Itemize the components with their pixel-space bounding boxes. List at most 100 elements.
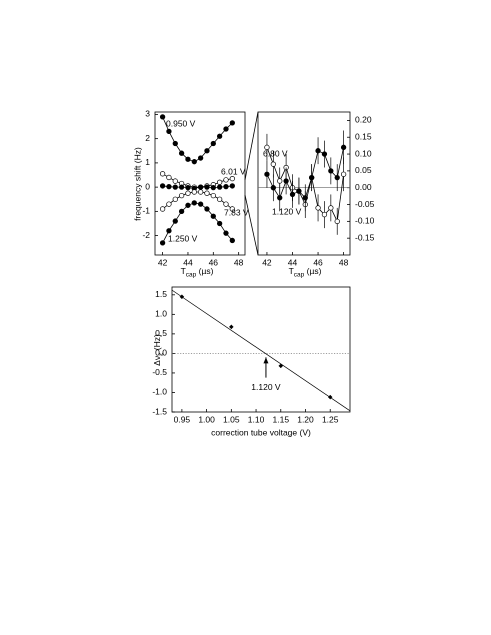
data-point: [159, 183, 166, 189]
data-point: [315, 148, 321, 154]
data-point: [197, 155, 204, 161]
x-tick-label: 46: [313, 257, 323, 267]
data-point: [172, 218, 178, 224]
data-point: [197, 201, 204, 207]
data-point: [315, 205, 321, 211]
plot-frame: [171, 286, 351, 413]
data-point: [327, 394, 333, 400]
data-point: [159, 114, 166, 120]
x-tick-label: 48: [339, 257, 349, 267]
data-point: [185, 190, 191, 196]
x-tick-label: 1.20: [297, 414, 314, 424]
data-point: [159, 240, 166, 246]
data-point: [216, 220, 223, 227]
axis-label-rest: (µs): [196, 266, 213, 276]
data-point: [270, 185, 276, 191]
data-point: [191, 200, 197, 206]
y-tick-label: 0.5: [155, 328, 167, 338]
series-label: 1.120 V: [272, 206, 302, 216]
data-point: [172, 196, 178, 202]
data-point: [166, 184, 172, 190]
y-tick-label: -0.15: [355, 232, 375, 242]
data-point: [172, 140, 178, 147]
data-point: [191, 189, 197, 195]
data-point: [328, 205, 334, 211]
zoom-connector: [244, 111, 259, 181]
x-tick-label: 1.05: [223, 414, 240, 424]
x-tick-label: 42: [262, 257, 272, 267]
y-tick-label: -0.10: [355, 216, 375, 226]
data-point: [229, 176, 235, 182]
y-tick-label: 0: [145, 181, 150, 191]
data-point: [296, 188, 302, 194]
y-tick-label: -1.5: [152, 406, 167, 416]
y-tick-label: 0.15: [355, 131, 372, 141]
data-point: [191, 159, 197, 165]
axis-label-main: T: [289, 266, 294, 276]
y-tick-label: 1.0: [155, 309, 167, 319]
plot-frame: [257, 111, 351, 256]
data-point: [216, 196, 223, 202]
y-tick-label: -1: [142, 206, 150, 216]
x-tick-label: 48: [234, 257, 244, 267]
zoom-connector: [244, 194, 259, 256]
y-tick-label: -0.05: [355, 199, 375, 209]
y-tick-label: 0.20: [355, 115, 372, 125]
data-point: [264, 171, 270, 177]
data-point: [178, 150, 185, 156]
x-tick-label: 46: [209, 257, 219, 267]
data-point: [166, 201, 172, 207]
data-point: [283, 178, 289, 184]
data-point: [185, 184, 191, 191]
data-point: [340, 144, 347, 150]
data-point: [340, 171, 347, 177]
data-point: [178, 192, 185, 199]
data-point: [223, 201, 229, 207]
x-tick-label: 0.95: [174, 414, 191, 424]
x-tick-label: 1.25: [322, 414, 339, 424]
series-label: 0.950 V: [166, 118, 196, 128]
series-label: 6.01 V: [221, 166, 246, 176]
data-point: [334, 174, 340, 181]
annotation-arrowhead: [263, 357, 269, 364]
y-tick-label: 1: [145, 157, 150, 167]
x-tick-label: 1.00: [198, 414, 215, 424]
data-point: [185, 202, 191, 208]
annotation: 1.120 V: [251, 382, 281, 392]
axis-label-sub: cap: [186, 271, 197, 278]
x-tick-label: 44: [288, 257, 298, 267]
data-point: [223, 184, 229, 190]
data-point: [229, 206, 235, 212]
y-tick-label: 0.00: [355, 182, 372, 192]
data-point: [302, 195, 308, 201]
data-point: [204, 148, 210, 154]
y-tick-label: 0.0: [155, 348, 167, 358]
data-point: [172, 178, 178, 184]
plot-frame: [154, 111, 246, 256]
y-tick-label: -1.0: [152, 387, 167, 397]
data-point: [197, 189, 204, 195]
axis-label-main: T: [181, 266, 186, 276]
data-point: [277, 178, 283, 184]
y-tick-label: 0.10: [355, 148, 372, 158]
data-point: [210, 192, 216, 199]
data-point: [210, 140, 216, 147]
data-point: [197, 184, 204, 190]
x-tick-label: 1.10: [248, 414, 265, 424]
data-point: [178, 208, 185, 215]
x-tick-label: 44: [183, 257, 193, 267]
data-point: [204, 190, 210, 196]
series-label: 7.83 V: [224, 207, 249, 217]
axis-label: Tcap (µs): [289, 266, 322, 278]
data-point: [172, 184, 178, 190]
x-tick-label: 1.15: [273, 414, 290, 424]
data-point: [278, 363, 284, 369]
data-point: [229, 183, 235, 189]
data-point: [270, 161, 276, 167]
series-label: 1.250 V: [168, 233, 198, 243]
data-point: [204, 184, 210, 190]
axis-label: correction tube voltage (V): [211, 427, 311, 437]
data-point: [223, 230, 229, 236]
data-point: [216, 133, 223, 139]
